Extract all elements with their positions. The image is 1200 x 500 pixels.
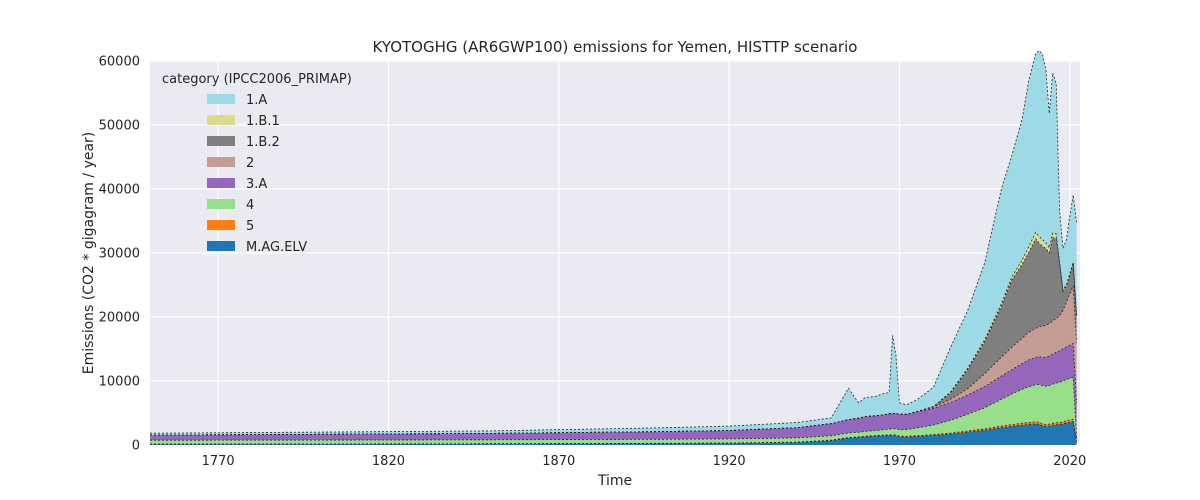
x-tick-label: 2020 [1053, 454, 1086, 469]
x-tick-label: 1970 [883, 454, 916, 469]
legend-label: 1.B.2 [246, 135, 280, 150]
legend-label: 3.A [246, 177, 267, 192]
legend-swatch [207, 178, 235, 188]
y-tick-label: 20000 [99, 311, 140, 326]
x-axis-label: Time [597, 473, 632, 489]
y-tick-label: 30000 [99, 247, 140, 262]
legend-label: 1.A [246, 93, 267, 108]
legend-swatch [207, 199, 235, 209]
legend-title: category (IPCC2006_PRIMAP) [162, 72, 352, 87]
outline-2 [149, 285, 1077, 436]
legend-swatch [207, 115, 235, 125]
y-tick-label: 40000 [99, 183, 140, 198]
outline-5 [149, 418, 1077, 445]
outline-1-b-1 [149, 231, 1077, 436]
chart-title: KYOTOGHG (AR6GWP100) emissions for Yemen… [373, 38, 858, 56]
legend-swatch [207, 220, 235, 230]
area-outlines [149, 50, 1077, 445]
x-tick-label: 1920 [713, 454, 746, 469]
outline-1-a [149, 50, 1077, 434]
y-axis-label: Emissions (CO2 * gigagram / year) [81, 132, 97, 375]
x-tick-label: 1770 [202, 454, 235, 469]
y-tick-label: 50000 [99, 119, 140, 134]
outline-m-ag-elv [149, 421, 1077, 445]
legend-swatch [207, 241, 235, 251]
legend-label: 2 [246, 156, 254, 171]
legend-label: M.AG.ELV [246, 240, 307, 255]
area-m-ag-elv [150, 421, 1077, 445]
y-tick-label: 10000 [99, 375, 140, 390]
y-tick-label: 60000 [99, 55, 140, 70]
legend-label: 4 [246, 198, 254, 213]
legend-label: 5 [246, 219, 254, 234]
legend-swatch [207, 157, 235, 167]
y-axis-ticks: 0 10000 20000 30000 40000 50000 60000 [99, 55, 140, 454]
legend-swatch [207, 136, 235, 146]
legend-swatch [207, 94, 235, 104]
x-tick-label: 1870 [542, 454, 575, 469]
x-axis-ticks: 1770 1820 1870 1920 1970 2020 [202, 454, 1087, 469]
legend: category (IPCC2006_PRIMAP) 1.A 1.B.1 1.B.2… [162, 72, 352, 255]
y-tick-label: 0 [132, 439, 140, 454]
stacked-areas [150, 50, 1077, 445]
outline-3-a [149, 342, 1077, 436]
x-tick-label: 1820 [372, 454, 405, 469]
legend-label: 1.B.1 [246, 114, 280, 129]
